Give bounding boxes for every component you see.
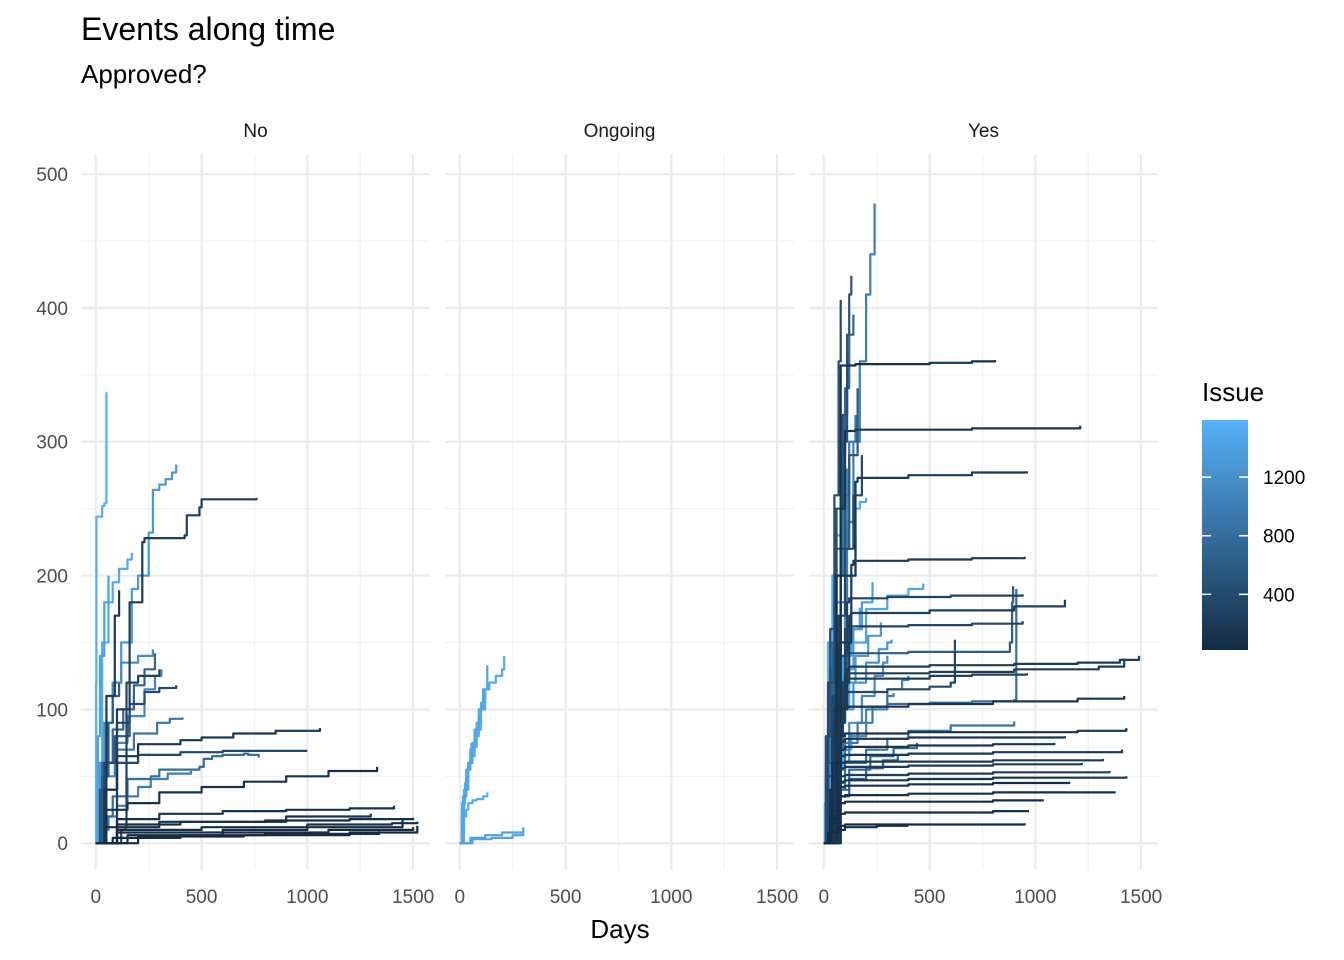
facet-panel-ongoing: Ongoing	[445, 121, 794, 870]
facet-label-ongoing: Ongoing	[584, 121, 656, 142]
series-line	[95, 766, 379, 845]
series-line	[823, 556, 1026, 845]
series-line	[459, 827, 525, 845]
x-tick-label: 0	[819, 887, 830, 908]
y-axis: 0 100 200 300 400 500	[36, 165, 68, 855]
series-line	[459, 833, 525, 845]
series-line	[823, 791, 1116, 845]
facet-panel-no: No	[81, 121, 430, 870]
series-line	[823, 823, 1026, 845]
y-tick-label: 100	[36, 700, 68, 721]
series-line	[95, 575, 110, 845]
x-tick-label: 0	[91, 887, 102, 908]
series-line	[823, 799, 1044, 845]
x-tick-label: 500	[186, 887, 218, 908]
y-tick-label: 200	[36, 567, 68, 588]
x-tick-label: 1000	[650, 887, 692, 908]
series-line	[823, 824, 909, 845]
series-line	[95, 825, 419, 845]
x-tick-label: 1500	[756, 887, 798, 908]
legend-label: 400	[1263, 585, 1295, 606]
x-axis: 0 500 1000 1500 0 500 1000 1500 0 500 1000 1500	[91, 887, 1163, 908]
x-axis-title: Days	[590, 914, 649, 944]
legend-label: 1200	[1263, 468, 1305, 489]
series-line	[823, 455, 863, 845]
series-line	[95, 805, 396, 845]
x-tick-label: 500	[914, 887, 946, 908]
series-line	[823, 360, 997, 845]
series-line	[95, 827, 415, 845]
x-tick-label: 1500	[392, 887, 434, 908]
facet-label-no: No	[243, 121, 267, 142]
legend-title: Issue	[1202, 377, 1264, 407]
x-tick-label: 0	[455, 887, 466, 908]
legend: Issue 400 800 1200	[1202, 377, 1305, 650]
series-line	[95, 552, 133, 845]
series-line	[95, 817, 415, 845]
facet-panel-yes: Yes	[809, 121, 1158, 870]
y-tick-label: 500	[36, 165, 68, 186]
series-line	[95, 819, 404, 845]
legend-label: 800	[1263, 527, 1295, 548]
facet-panels: No Ongoing Yes	[81, 121, 1158, 870]
facet-label-yes: Yes	[968, 121, 999, 142]
series-line	[95, 392, 108, 845]
y-tick-label: 300	[36, 433, 68, 454]
x-tick-label: 1000	[1014, 887, 1056, 908]
x-tick-label: 1000	[286, 887, 328, 908]
series-line	[823, 810, 1029, 845]
series-line	[823, 599, 1066, 845]
series-line	[95, 813, 372, 845]
series-line	[459, 655, 506, 845]
chart-title: Events along time	[81, 11, 336, 47]
series-line	[823, 781, 1071, 845]
series-line	[95, 497, 258, 845]
series-line	[823, 728, 1128, 845]
series-line	[823, 776, 1128, 845]
x-tick-label: 500	[550, 887, 582, 908]
series-line	[95, 682, 121, 845]
series-line	[95, 728, 322, 845]
x-tick-label: 1500	[1120, 887, 1162, 908]
series-line	[823, 771, 1111, 845]
series-line	[823, 658, 1126, 845]
series-line	[95, 464, 178, 845]
y-tick-label: 0	[57, 834, 68, 855]
y-tick-label: 400	[36, 299, 68, 320]
series-lines	[95, 203, 1141, 845]
series-line	[459, 665, 489, 845]
chart-subtitle: Approved?	[81, 59, 207, 89]
series-line	[823, 758, 1105, 845]
